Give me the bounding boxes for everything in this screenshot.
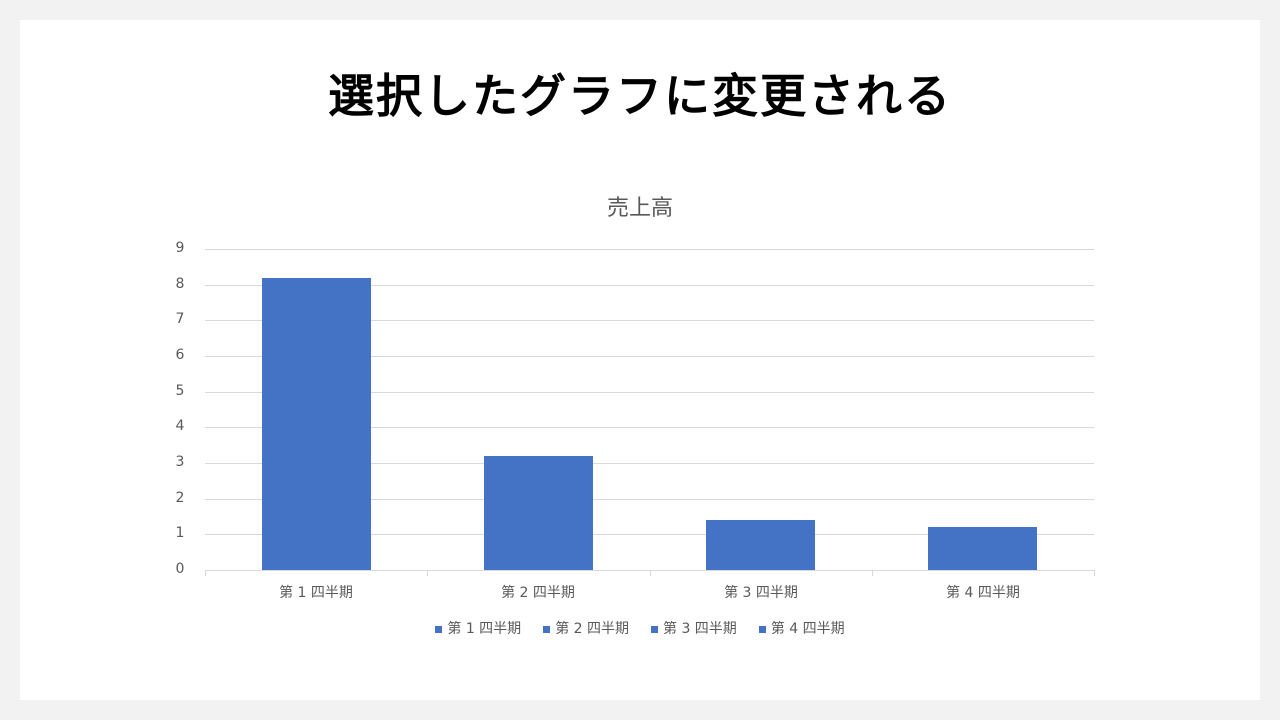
y-tick-label: 5 bbox=[175, 383, 185, 399]
gridline bbox=[205, 499, 1094, 500]
legend-item[interactable]: 第 2 四半期 bbox=[543, 620, 629, 638]
y-tick-label: 2 bbox=[175, 490, 185, 506]
legend-item[interactable]: 第 4 四半期 bbox=[758, 620, 845, 638]
bar-q4[interactable] bbox=[928, 527, 1037, 570]
bar-q3[interactable] bbox=[706, 520, 815, 570]
legend-label: 第 1 四半期 bbox=[447, 621, 522, 637]
x-tick bbox=[872, 570, 873, 576]
chart-legend[interactable]: 第 1 四半期 第 2 四半期 第 3 四半期 第 4 四半期 bbox=[0, 620, 1280, 638]
gridline bbox=[205, 534, 1094, 535]
y-tick-label: 6 bbox=[175, 347, 185, 363]
legend-swatch-icon bbox=[758, 625, 766, 633]
gridline bbox=[205, 320, 1094, 321]
slide bbox=[20, 20, 1260, 700]
legend-label: 第 4 四半期 bbox=[770, 621, 845, 637]
chart-title: 売上高 bbox=[606, 196, 673, 221]
x-tick-label: 第 4 四半期 bbox=[946, 585, 1020, 601]
legend-label: 第 2 四半期 bbox=[555, 621, 629, 637]
x-tick-label: 第 1 四半期 bbox=[279, 585, 353, 601]
x-axis-line bbox=[205, 570, 1094, 571]
x-tick bbox=[205, 570, 206, 576]
gridline bbox=[205, 463, 1094, 464]
y-tick-label: 3 bbox=[175, 454, 185, 470]
bar-q2[interactable] bbox=[484, 456, 593, 570]
gridline bbox=[205, 356, 1094, 357]
legend-swatch-icon bbox=[435, 625, 443, 633]
legend-item[interactable]: 第 1 四半期 bbox=[435, 620, 521, 638]
x-tick bbox=[1094, 570, 1095, 576]
x-tick-label: 第 3 四半期 bbox=[724, 585, 798, 601]
x-tick bbox=[650, 570, 651, 576]
legend-label: 第 3 四半期 bbox=[663, 621, 737, 637]
x-tick-label: 第 2 四半期 bbox=[501, 585, 575, 601]
gridline bbox=[205, 427, 1094, 428]
y-tick-label: 0 bbox=[175, 561, 185, 577]
legend-swatch-icon bbox=[543, 625, 551, 633]
bar-q1[interactable] bbox=[262, 278, 371, 570]
y-tick-label: 4 bbox=[175, 418, 185, 434]
gridline bbox=[205, 392, 1094, 393]
legend-swatch-icon bbox=[651, 625, 658, 633]
slide-title: 選択したグラフに変更される bbox=[328, 69, 952, 123]
y-tick-label: 8 bbox=[175, 276, 185, 292]
gridline bbox=[205, 249, 1094, 250]
y-tick-label: 7 bbox=[175, 311, 185, 327]
legend-item[interactable]: 第 3 四半期 bbox=[651, 620, 737, 638]
y-tick-label: 9 bbox=[175, 240, 185, 256]
gridline bbox=[205, 285, 1094, 286]
x-tick bbox=[427, 570, 428, 576]
y-tick-label: 1 bbox=[175, 525, 185, 541]
